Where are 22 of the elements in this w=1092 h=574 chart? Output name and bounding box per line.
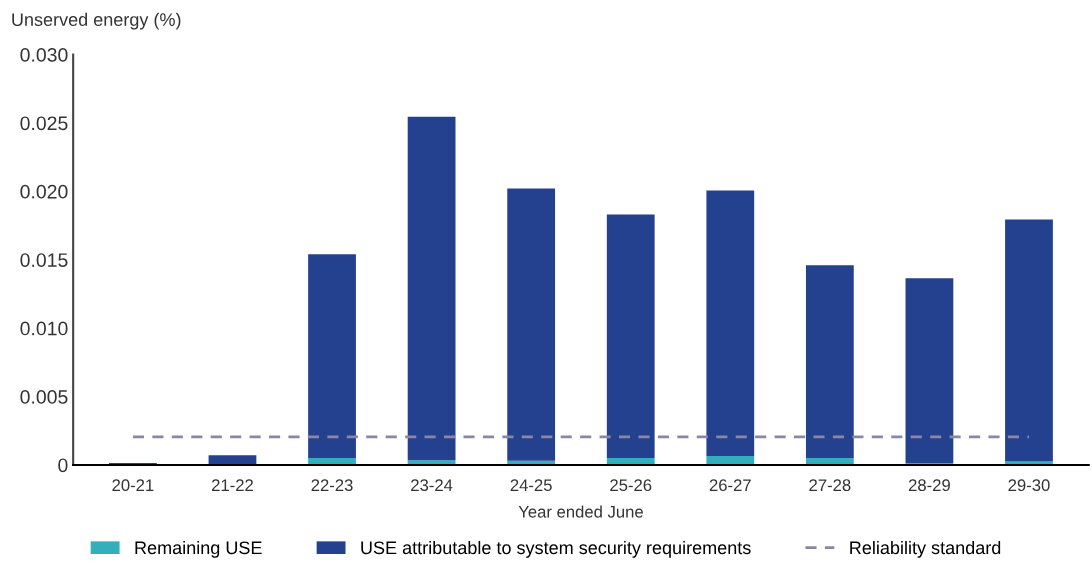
legend-label: Reliability standard: [850, 540, 1001, 558]
legend-label: Remaining USE: [135, 540, 262, 558]
y-tick-label: 0.005: [20, 390, 68, 404]
legend-label: USE attributable to system security requirements: [361, 540, 751, 558]
y-tick-label: 0.030: [20, 48, 68, 62]
x-tick-label: 20-21: [112, 479, 154, 492]
y-tick-label: 0.015: [20, 253, 68, 267]
y-tick-label: 0.020: [20, 184, 68, 199]
x-tick-label: 28-29: [908, 479, 950, 492]
x-tick-label: 26-27: [709, 479, 751, 492]
x-tick-label: 25-26: [610, 479, 652, 492]
y-tick-label: 0: [58, 458, 68, 473]
y-tick-label: 0.025: [20, 116, 68, 131]
x-tick-label: 27-28: [809, 479, 851, 492]
x-tick-label: 23-24: [411, 479, 453, 492]
y-axis-title: Unserved energy (%): [12, 12, 181, 30]
x-tick-label: 24-25: [510, 479, 552, 492]
y-tick-label: 0.010: [20, 321, 68, 336]
x-tick-label: 21-22: [211, 479, 253, 491]
x-tick-label: 22-23: [311, 479, 353, 492]
x-tick-label: 29-30: [1008, 479, 1050, 492]
x-axis-title: Year ended June: [518, 505, 643, 518]
